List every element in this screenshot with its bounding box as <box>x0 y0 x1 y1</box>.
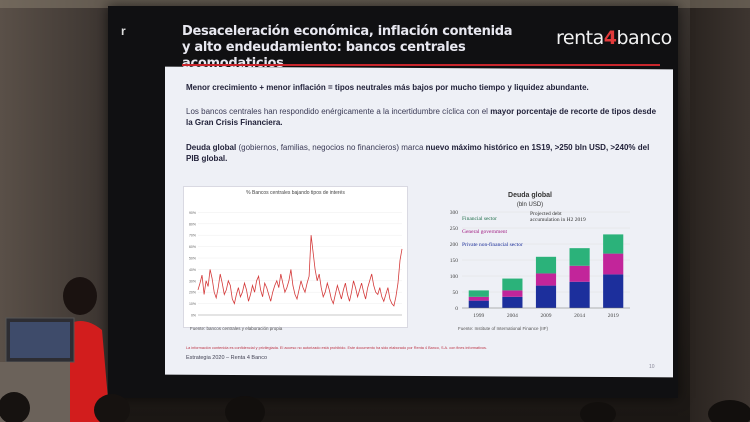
paragraph-central-banks: Los bancos centrales han respondido enér… <box>186 106 660 128</box>
rate-cuts-series-line <box>197 235 403 307</box>
debt-bar-segment <box>569 281 590 308</box>
debt-tick-label: 50 <box>453 290 459 296</box>
debt-tick-label: 150 <box>450 258 459 264</box>
slide-footer: Estrategia 2020 – Renta 4 Banco <box>186 355 268 361</box>
debt-category-label: 1999 <box>473 313 484 319</box>
logo-prefix: renta <box>556 27 604 49</box>
rate-cuts-tick-label: 80% <box>189 222 196 226</box>
debt-category-label: 2009 <box>541 313 552 319</box>
debt-bar-segment <box>603 253 624 275</box>
room-wall-right <box>690 0 750 422</box>
rate-cuts-tick-label: 20% <box>189 291 196 295</box>
debt-bar-segment <box>535 285 557 308</box>
title-underline <box>182 64 660 66</box>
ceiling-light <box>0 0 750 8</box>
rate-cuts-tick-label: 0% <box>191 314 196 318</box>
legend-financial-sector: Financial sector <box>462 216 497 222</box>
rate-cuts-tick-label: 70% <box>189 234 196 238</box>
logo-four: 4 <box>603 27 617 49</box>
debt-tick-label: 200 <box>450 242 459 248</box>
paragraph-global-debt: Deuda global (gobiernos, familias, negoc… <box>186 142 660 164</box>
rate-cuts-tick-label: 10% <box>189 302 196 306</box>
debt-bar-segment <box>502 296 523 308</box>
debt-tick-label: 300 <box>450 210 459 216</box>
global-debt-chart: 0 50 100 150 200 250 300 1999 2004 2009 2014 2019 <box>450 210 630 319</box>
debt-tick-label: 250 <box>450 226 459 232</box>
room-wall-left <box>0 0 110 422</box>
rate-cuts-tick-label: 30% <box>189 279 196 283</box>
logo-suffix: banco <box>616 27 672 49</box>
debt-tick-label: 100 <box>450 274 459 280</box>
rate-cuts-chart-title: % Bancos centrales bajando tipos de inte… <box>246 190 345 196</box>
debt-bar-segment <box>502 278 523 291</box>
global-debt-chart-title: Deuda global (bln USD) <box>500 191 560 210</box>
rate-cuts-tick-label: 60% <box>189 245 196 249</box>
debt-bar-segment <box>569 265 590 282</box>
global-debt-title-text: Deuda global <box>508 192 552 199</box>
debt-bar-segment <box>468 290 489 297</box>
legend-private-nonfinancial: Private non-financial sector <box>462 242 523 248</box>
rate-cuts-tick-label: 40% <box>189 268 196 272</box>
debt-bar-segment <box>603 234 624 254</box>
paragraph-growth-text: Menor crecimiento + menor inflación = ti… <box>186 83 589 92</box>
paragraph-global-debt-text: (gobiernos, familias, negocios no financ… <box>236 143 426 152</box>
debt-category-label: 2004 <box>507 313 518 319</box>
global-debt-chart-source: Fuente: Institute of International Finan… <box>458 326 549 331</box>
legend-general-government: General government <box>462 229 508 235</box>
rate-cuts-chart-source: Fuente: bancos centrales y elaboración p… <box>190 326 283 331</box>
debt-bar-segment <box>535 256 557 274</box>
debt-category-label: 2019 <box>608 313 619 319</box>
debt-bar-segment <box>535 273 557 286</box>
disclaimer-footnote: La información contenida es confidencial… <box>186 346 487 350</box>
paragraph-central-banks-bold: mayor porcentaje de recorte de tipos des… <box>186 107 657 127</box>
renta4-logo: renta4banco <box>556 27 672 49</box>
debt-bar-segment <box>468 300 489 308</box>
debt-category-label: 2014 <box>574 313 585 319</box>
debt-bar-segment <box>603 274 624 308</box>
rate-cuts-chart-plot: 0% 10% 20% 30% 40% 50% 60% 70% 80% 90% <box>189 211 403 318</box>
paragraph-global-debt-lead: Deuda global <box>186 143 237 152</box>
rate-cuts-tick-label: 90% <box>189 211 196 215</box>
debt-bar-segment <box>502 290 523 297</box>
corner-mark: r <box>121 24 126 38</box>
rate-cuts-chart: % Bancos centrales bajando tipos de inte… <box>183 186 408 328</box>
audience-head <box>580 402 616 422</box>
paragraph-central-banks-text: Los bancos centrales han respondido enér… <box>186 107 491 116</box>
debt-bar-segment <box>569 248 590 266</box>
annotation-projected-debt: Projected debt accumulation in H2 2019 <box>530 211 586 223</box>
page-number: 10 <box>649 364 655 370</box>
debt-bar-segment <box>468 296 489 301</box>
paragraph-growth: Menor crecimiento + menor inflación = ti… <box>186 82 656 93</box>
paragraph-global-debt-bold: nuevo máximo histórico en 1S19, >250 bln… <box>186 143 650 163</box>
audience-head <box>225 396 265 422</box>
global-debt-unit: (bln USD) <box>516 202 544 208</box>
rate-cuts-tick-label: 50% <box>189 257 196 261</box>
slide-title: Desaceleración económica, inflación cont… <box>182 24 513 71</box>
debt-tick-label: 0 <box>455 306 458 312</box>
